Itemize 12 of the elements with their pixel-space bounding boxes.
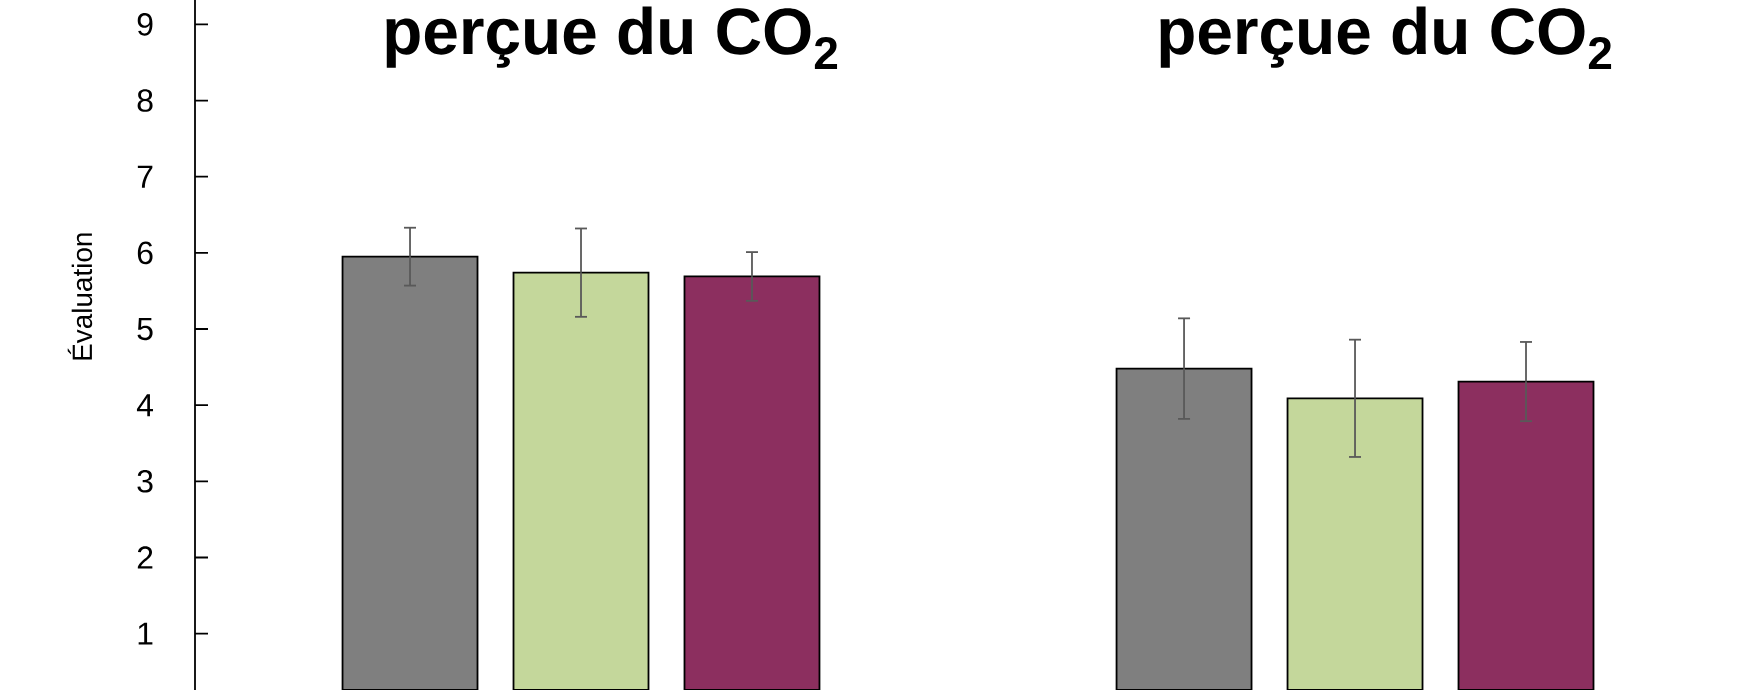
y-tick-label: 7: [137, 165, 153, 188]
y-tick-label: 9: [137, 13, 153, 36]
y-tick-label: 3: [137, 470, 153, 493]
y-tick-label: 8: [137, 89, 153, 112]
y-tick-label: 1: [138, 622, 153, 645]
x-tick-label: perçue du CO$_{2}$: [1160, 6, 1612, 70]
y-tick-label: 4: [136, 394, 154, 417]
y-tick-label: 2: [137, 546, 153, 569]
y-axis-title: Évaluation: [67, 233, 93, 360]
y-tick-label: 6: [137, 241, 153, 265]
x-tick-label: perçue du CO$_{2}$: [386, 6, 838, 70]
y-tick-label: 5: [137, 317, 153, 341]
